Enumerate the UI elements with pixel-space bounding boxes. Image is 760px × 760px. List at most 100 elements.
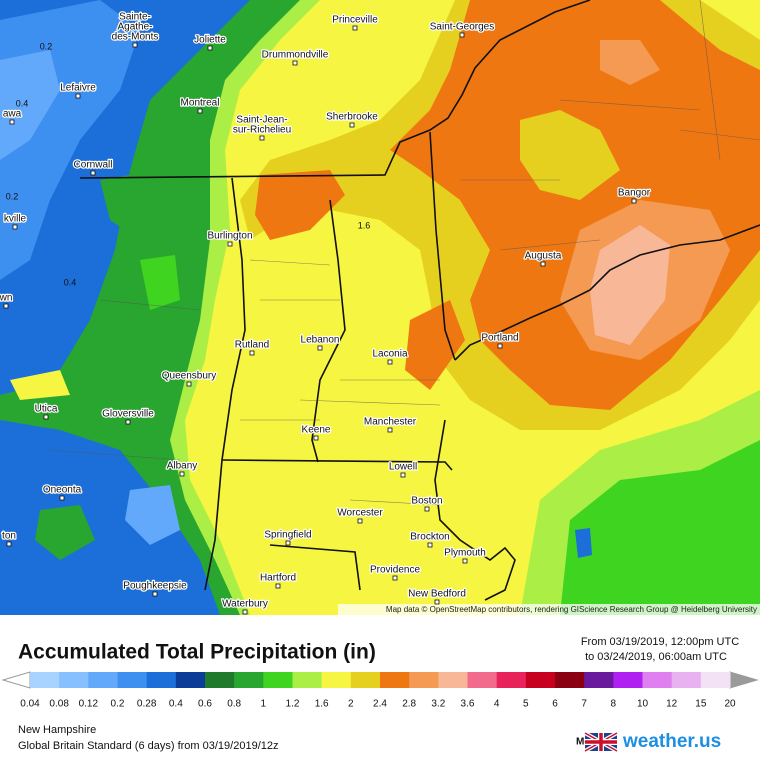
legend-tick-label: 12 bbox=[666, 699, 678, 710]
city-marker bbox=[313, 435, 319, 441]
city-marker bbox=[400, 472, 406, 478]
city-marker bbox=[75, 93, 81, 99]
legend-tick-label: 0.28 bbox=[137, 699, 157, 710]
city-label: Worcester bbox=[337, 508, 383, 519]
city-marker bbox=[249, 350, 255, 356]
city-label: Cornwall bbox=[74, 160, 113, 171]
city-label: sur-Richelieu bbox=[233, 125, 291, 136]
map: Map data © OpenStreetMap contributors, r… bbox=[0, 0, 760, 615]
border-line bbox=[311, 199, 346, 463]
legend-tick-label: 10 bbox=[637, 699, 649, 710]
legend-tick-label: 1.2 bbox=[286, 699, 300, 710]
legend-tick-label: 0.2 bbox=[111, 699, 125, 710]
legend-tick-label: 1.6 bbox=[315, 699, 329, 710]
precip-area bbox=[405, 300, 465, 390]
location: New Hampshire bbox=[18, 724, 96, 736]
city-marker bbox=[197, 108, 203, 114]
city-label: Gloversville bbox=[102, 409, 154, 420]
precip-area bbox=[100, 170, 170, 240]
city-label: Burlington bbox=[207, 231, 252, 242]
city-label: Manchester bbox=[364, 417, 417, 428]
legend-swatch bbox=[205, 672, 235, 688]
legend-swatch bbox=[350, 672, 381, 688]
border-line bbox=[79, 0, 591, 179]
city-label: ton bbox=[2, 531, 16, 542]
city-marker bbox=[132, 42, 138, 48]
city-label: Rutland bbox=[235, 340, 269, 351]
coastline bbox=[454, 224, 760, 361]
city-label: Princeville bbox=[332, 15, 378, 26]
map-labels: Princeville Saint-Georges Sainte-Agathe-de… bbox=[0, 10, 652, 615]
legend-tick-label: 1 bbox=[261, 699, 267, 710]
precip-area bbox=[0, 50, 60, 160]
city-marker bbox=[259, 135, 265, 141]
city-marker bbox=[9, 119, 15, 125]
border-line bbox=[221, 459, 453, 471]
legend-swatch bbox=[292, 672, 323, 688]
city-label: des-Monts bbox=[112, 32, 159, 43]
city-marker bbox=[90, 170, 96, 176]
city-label: Poughkeepsie bbox=[123, 581, 187, 592]
precip-area bbox=[10, 370, 70, 400]
legend-tick-label: 0.04 bbox=[20, 699, 40, 710]
city-marker bbox=[540, 261, 546, 267]
city-marker bbox=[227, 241, 233, 247]
color-legend: 0.04 0.08 0.12 0.2 0.28 0.4 0.6 0.8 1 1.2 1.6 2 2.4 2… bbox=[1, 671, 759, 710]
precip-area bbox=[560, 440, 760, 615]
city-label: Boston bbox=[411, 496, 442, 507]
city-label: Drummondville bbox=[262, 50, 329, 61]
contour-label: 0.4 bbox=[16, 98, 29, 108]
city-marker bbox=[242, 609, 248, 615]
city-label: Springfield bbox=[264, 530, 311, 541]
legend-swatch bbox=[525, 672, 556, 688]
uk-flag bbox=[584, 731, 618, 753]
precip-area bbox=[0, 420, 220, 615]
legend-tick-label: 2.8 bbox=[402, 699, 416, 710]
legend-swatch bbox=[175, 672, 206, 688]
city-marker bbox=[152, 591, 158, 597]
brand: weather.us bbox=[622, 731, 721, 752]
city-label: Bangor bbox=[618, 188, 651, 199]
city-label: Augusta bbox=[525, 251, 562, 262]
model-run: Global Britain Standard (6 days) from 03… bbox=[18, 740, 278, 752]
legend-swatch bbox=[467, 672, 498, 688]
city-marker bbox=[179, 471, 185, 477]
legend-tick-label: 0.12 bbox=[79, 699, 99, 710]
contour-label: 1.6 bbox=[358, 220, 371, 230]
city-marker bbox=[3, 303, 9, 309]
legend-swatch bbox=[496, 672, 527, 688]
precip-area bbox=[590, 225, 670, 345]
border-line bbox=[204, 177, 246, 591]
legend-tick-label: 8 bbox=[611, 699, 617, 710]
city-marker bbox=[459, 32, 465, 38]
city-label: Lowell bbox=[389, 462, 417, 473]
city-marker bbox=[186, 381, 192, 387]
city-label: Portland bbox=[481, 333, 518, 344]
precip-area bbox=[140, 255, 180, 310]
precip-area bbox=[520, 110, 620, 200]
legend-swatch bbox=[30, 672, 60, 688]
legend-swatch bbox=[642, 672, 673, 688]
legend-swatch bbox=[409, 672, 439, 688]
legend-swatch bbox=[263, 672, 293, 688]
legend-swatch bbox=[613, 672, 643, 688]
legend-swatch bbox=[700, 672, 731, 688]
city-marker bbox=[285, 540, 291, 546]
city-label: Saint-Georges bbox=[430, 22, 494, 33]
city-label: Brockton bbox=[410, 532, 449, 543]
city-marker bbox=[352, 25, 358, 31]
city-label: Laconia bbox=[372, 349, 407, 360]
city-marker bbox=[43, 414, 49, 420]
city-marker bbox=[434, 599, 440, 605]
city-label: Montreal bbox=[181, 98, 220, 109]
city-marker bbox=[207, 45, 213, 51]
city-label: Agathe- bbox=[117, 22, 152, 33]
city-marker bbox=[387, 359, 393, 365]
period-from: From 03/19/2019, 12:00pm UTC bbox=[581, 636, 739, 648]
contour-label: 0.2 bbox=[6, 191, 19, 201]
city-label: Keene bbox=[302, 425, 331, 436]
city-marker bbox=[424, 506, 430, 512]
city-marker bbox=[387, 427, 393, 433]
city-label: wn bbox=[0, 293, 12, 304]
